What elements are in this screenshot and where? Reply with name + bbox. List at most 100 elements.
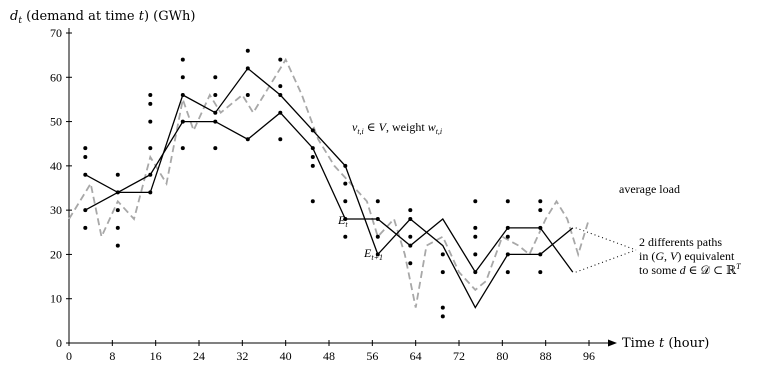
vertex-node <box>505 270 510 275</box>
vertex-node <box>375 234 380 239</box>
vertex-node <box>408 208 413 213</box>
pointer-line <box>575 227 637 251</box>
vertex-node <box>310 199 315 204</box>
vertex-node <box>408 234 413 239</box>
vertex-node <box>473 234 478 239</box>
y-axis-title: dt (demand at time t) (GWh) <box>10 9 195 26</box>
vertex-node <box>310 146 315 151</box>
vertex-node <box>278 84 283 89</box>
tick-marks: 0 8 16 24 32 40 48 56 64 72 80 88 96 0 10 20 30 40 50 60 70 <box>50 26 595 363</box>
x-tick-label: 88 <box>540 349 552 363</box>
average-load-line <box>68 57 590 308</box>
vertex-node <box>343 217 348 221</box>
vertex-node <box>473 199 478 204</box>
vertex-node <box>245 93 250 97</box>
vertex-node <box>408 261 413 266</box>
vertex-node <box>375 217 380 221</box>
vertex-node <box>148 146 153 151</box>
vertex-node <box>115 208 120 213</box>
vertex-node <box>538 199 543 204</box>
pointer-line <box>575 249 637 273</box>
paths-annotation-line2: in (G, V) equivalent <box>639 249 735 263</box>
vertex-node <box>538 208 543 213</box>
y-tick-label: 70 <box>50 26 62 40</box>
vertex-node <box>343 181 348 186</box>
x-tick-label: 72 <box>453 349 465 363</box>
vertex-node <box>245 48 250 53</box>
y-tick-label: 0 <box>56 336 62 350</box>
vertex-node <box>440 252 445 257</box>
paths-annotation-line3: to some d ∈ 𝒟 ⊂ ℝT <box>639 262 741 277</box>
vertex-node <box>375 252 380 257</box>
vertex-annotation: vt,i ∈ V, weight wt,i <box>352 120 442 136</box>
vertex-node <box>278 137 283 142</box>
vertex-node <box>213 146 218 151</box>
y-tick-label: 30 <box>50 203 62 217</box>
x-tick-label: 8 <box>109 349 115 363</box>
vertex-node <box>148 101 153 106</box>
x-tick-label: 80 <box>496 349 508 363</box>
vertex-node <box>538 270 543 275</box>
path-line-1 <box>84 111 574 274</box>
edge-t-annotation: Et <box>337 213 348 229</box>
vertex-node <box>83 225 88 230</box>
vertex-node <box>213 110 218 115</box>
y-tick-label: 50 <box>50 115 62 129</box>
x-tick-label: 16 <box>150 349 162 363</box>
vertex-node <box>310 155 315 159</box>
vertex-node <box>213 93 218 97</box>
vertex-node <box>440 270 445 275</box>
vertex-node <box>505 234 510 239</box>
vertex-node <box>213 119 218 124</box>
series-layer <box>68 57 590 309</box>
vertex-node <box>440 305 445 310</box>
vertex-node <box>115 243 120 248</box>
axes <box>68 28 617 347</box>
vertex-node <box>408 217 413 221</box>
vertex-node <box>473 252 478 257</box>
vertex-node <box>310 163 315 168</box>
vertex-node <box>115 225 120 230</box>
vertex-node <box>83 155 88 159</box>
vertex-node <box>278 57 283 62</box>
vertex-node <box>180 146 185 151</box>
vertex-node <box>180 57 185 62</box>
path-pointer-lines <box>575 227 637 273</box>
vertex-node <box>83 172 88 177</box>
vertex-node <box>83 208 88 213</box>
vertex-node <box>473 225 478 230</box>
y-tick-label: 10 <box>50 292 62 306</box>
vertex-node <box>538 252 543 257</box>
vertex-node <box>343 199 348 204</box>
vertex-node <box>505 252 510 257</box>
vertex-node <box>180 93 185 97</box>
y-tick-label: 40 <box>50 159 62 173</box>
vertex-node <box>505 225 510 230</box>
vertex-node <box>180 75 185 80</box>
path-line-2 <box>84 67 574 309</box>
vertex-node <box>148 119 153 124</box>
y-tick-label: 60 <box>50 70 62 84</box>
vertex-node <box>408 243 413 248</box>
vertex-node <box>538 225 543 230</box>
vertex-node <box>343 234 348 239</box>
average-load-annotation: average load <box>619 182 680 196</box>
nodes-layer <box>83 48 543 319</box>
x-tick-label: 96 <box>583 349 595 363</box>
x-tick-label: 48 <box>323 349 335 363</box>
vertex-node <box>375 199 380 204</box>
vertex-node <box>148 93 153 97</box>
x-axis-arrow <box>608 339 617 347</box>
x-axis-title: Time t (hour) <box>622 336 709 351</box>
vertex-node <box>115 190 120 195</box>
vertex-node <box>115 172 120 177</box>
vertex-node <box>310 128 315 133</box>
edge-t1-annotation: Et+1 <box>363 246 383 262</box>
vertex-node <box>473 270 478 275</box>
x-tick-label: 32 <box>236 349 248 363</box>
vertex-node <box>213 75 218 80</box>
vertex-node <box>148 172 153 177</box>
vertex-node <box>83 146 88 151</box>
x-tick-label: 56 <box>366 349 378 363</box>
